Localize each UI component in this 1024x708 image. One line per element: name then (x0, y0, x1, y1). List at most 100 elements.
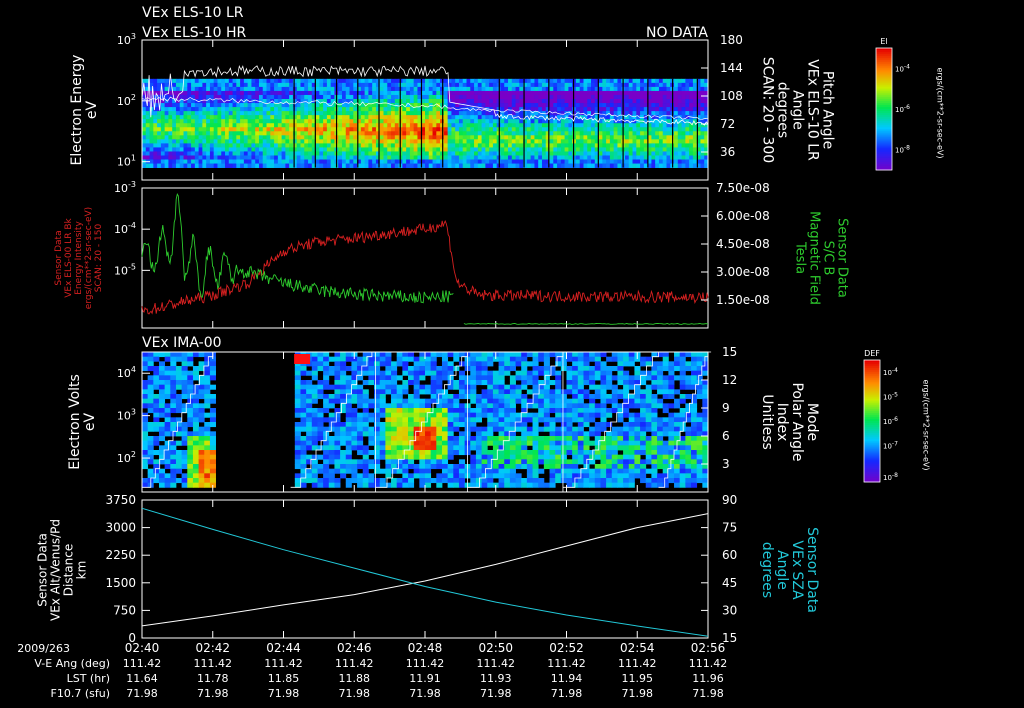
els-heatmap-cell (617, 139, 622, 144)
ima-heatmap-cell (300, 454, 307, 460)
ima-heatmap-cell (470, 398, 477, 404)
els-heatmap-cell (417, 163, 422, 168)
els-heatmap-cell (281, 107, 286, 112)
ima-heatmap-cell (192, 450, 199, 456)
els-heatmap-cell (289, 86, 294, 92)
els-heatmap-cell (466, 135, 471, 140)
ima-heatmap-cell (300, 445, 307, 451)
ima-heatmap-cell (153, 440, 160, 446)
els-heatmap-cell (172, 159, 177, 164)
els-heatmap-cell (262, 94, 267, 100)
ima-heatmap-cell (294, 412, 301, 418)
ima-heatmap-cell (170, 482, 177, 488)
els-heatmap-cell (541, 99, 547, 104)
ima-heatmap-cell (334, 380, 341, 386)
els-heatmap-cell (357, 123, 362, 128)
els-heatmap-cell (338, 107, 343, 112)
els-heatmap-cell (455, 163, 460, 168)
els-heatmap-cell (353, 86, 358, 92)
els-heatmap-cell (474, 86, 479, 92)
els-heatmap-cell (191, 123, 196, 128)
els-heatmap-cell (425, 115, 430, 120)
els-heatmap-cell (292, 99, 298, 104)
els-heatmap-cell (628, 78, 633, 84)
els-heatmap-cell (500, 90, 505, 96)
els-heatmap-cell (311, 143, 316, 148)
ima-heatmap-cell (209, 478, 216, 484)
ima-heatmap-cell (436, 431, 443, 437)
els-heatmap-cell (202, 78, 207, 84)
els-heatmap-cell (515, 143, 520, 148)
ima-heatmap-cell (526, 370, 533, 376)
els-heatmap-cell (394, 86, 399, 92)
ima-heatmap-cell (181, 478, 188, 484)
ima-heatmap-cell (521, 464, 528, 470)
ima-heatmap-cell (453, 403, 460, 409)
ima-heatmap-cell (566, 408, 573, 414)
els-heatmap-cell (572, 78, 577, 84)
els-heatmap-cell (692, 143, 698, 148)
els-heatmap-cell (326, 107, 332, 112)
els-heatmap-cell (255, 135, 260, 140)
els-heatmap-cell (436, 78, 441, 84)
els-heatmap-cell (175, 90, 181, 96)
els-heatmap-cell (360, 147, 366, 152)
els-heatmap-cell (164, 86, 169, 92)
ima-heatmap-cell (419, 417, 426, 423)
els-heatmap-cell (617, 119, 622, 124)
els-heatmap-cell (175, 155, 181, 160)
els-heatmap-cell (277, 103, 283, 108)
els-heatmap-cell (202, 131, 207, 136)
els-heatmap-cell (372, 99, 377, 104)
els-heatmap-cell (534, 151, 539, 156)
ima-heatmap-cell (142, 478, 149, 484)
els-heatmap-cell (458, 163, 464, 168)
ima-heatmap-cell (328, 412, 335, 418)
els-heatmap-cell (538, 151, 543, 156)
els-heatmap-cell (583, 131, 588, 136)
els-heatmap-cell (504, 139, 509, 144)
els-heatmap-cell (296, 135, 301, 140)
els-heatmap-cell (402, 131, 407, 136)
ima-heatmap-cell (153, 394, 160, 400)
els-heatmap-cell (436, 86, 441, 92)
ima-heatmap-cell (181, 375, 188, 381)
els-heatmap-cell (387, 127, 392, 132)
els-heatmap-cell (330, 107, 335, 112)
ima-heatmap-cell (142, 440, 149, 446)
ima-heatmap-cell (300, 370, 307, 376)
ima-heatmap-cell (408, 464, 415, 470)
els-heatmap-cell (553, 159, 558, 164)
els-heatmap-cell (696, 151, 701, 156)
els-heatmap-cell (168, 82, 173, 88)
ima-heatmap-cell (413, 454, 420, 460)
ima-heatmap-cell (402, 473, 409, 479)
els-heatmap-cell (658, 107, 664, 112)
els-heatmap-cell (428, 82, 433, 88)
els-heatmap-cell (696, 135, 701, 140)
ima-heatmap-cell (458, 478, 466, 484)
ima-heatmap-cell (532, 459, 539, 465)
els-heatmap-cell (168, 115, 173, 120)
els-heatmap-cell (455, 82, 460, 88)
els-heatmap-cell (341, 119, 347, 124)
els-heatmap-cell (655, 115, 660, 120)
els-heatmap-cell (511, 99, 516, 104)
ima-heatmap-cell (425, 389, 432, 395)
ima-heatmap-cell (470, 408, 477, 414)
ima-heatmap-cell (147, 398, 154, 404)
els-heatmap-cell (247, 103, 252, 108)
els-heatmap-cell (164, 123, 169, 128)
els-heatmap-cell (300, 78, 305, 84)
els-heatmap-cell (160, 163, 166, 168)
ima-heatmap-cell (419, 412, 426, 418)
ima-heatmap-cell (425, 398, 432, 404)
ima-heatmap-cell (492, 375, 499, 381)
ima-heatmap-cell (198, 440, 205, 446)
ima-heatmap-cell (487, 398, 494, 404)
els-heatmap-cell (213, 115, 218, 120)
ima-heatmap-cell (396, 356, 403, 362)
ima-heatmap-cell (543, 450, 550, 456)
els-heatmap-cell (617, 99, 622, 104)
els-heatmap-cell (323, 103, 328, 108)
